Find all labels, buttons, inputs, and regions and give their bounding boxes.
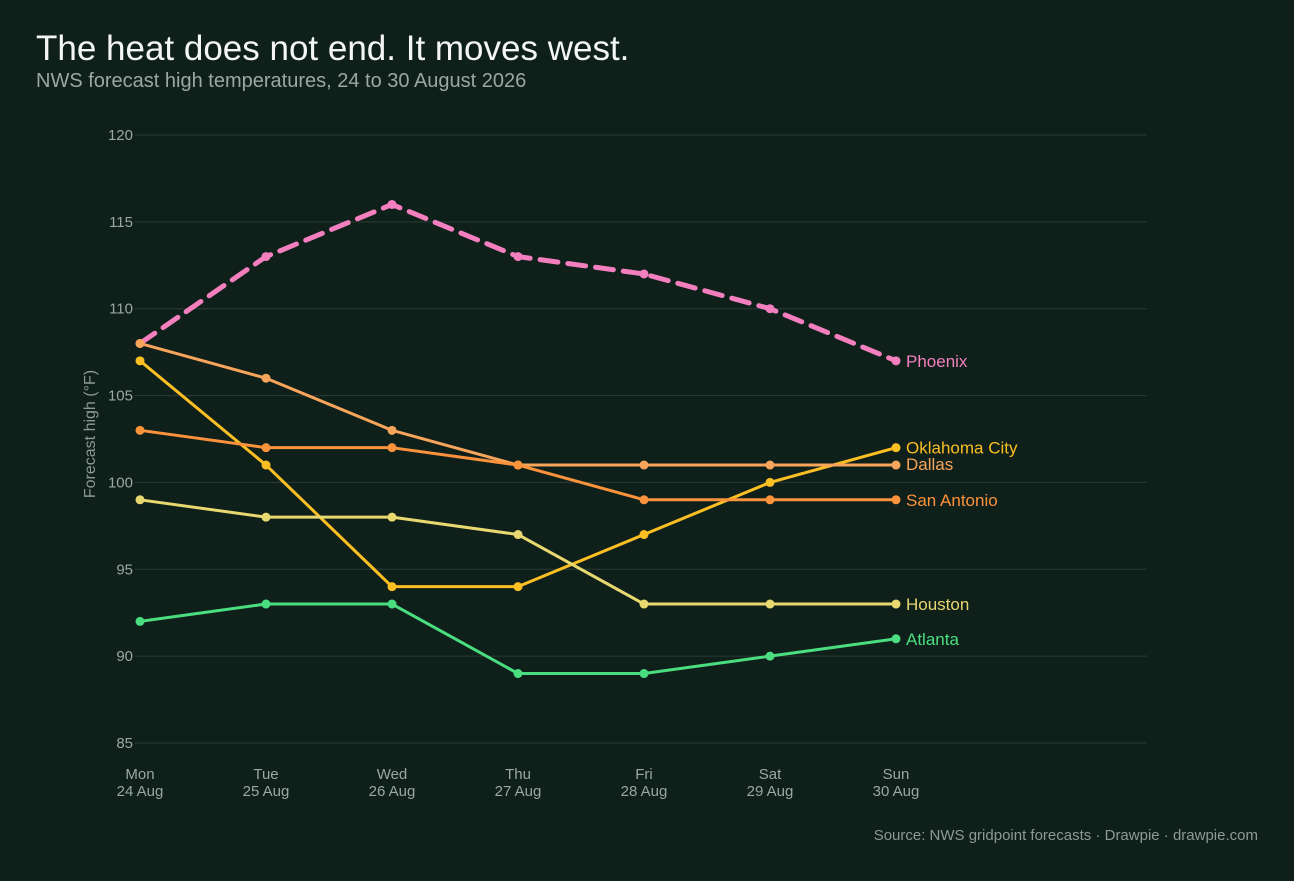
y-tick-label: 85 (116, 735, 133, 752)
x-tick-day: Wed (377, 766, 408, 783)
x-tick-day: Fri (635, 766, 653, 783)
series-line-oklahoma-city (138, 359, 898, 589)
data-point (513, 530, 523, 540)
series-label-phoenix: Phoenix (906, 352, 968, 371)
data-point (387, 599, 397, 609)
data-point (891, 599, 901, 609)
y-tick-label: 105 (108, 388, 133, 405)
data-point (261, 252, 271, 262)
x-tick-day: Tue (253, 766, 278, 783)
data-point (261, 512, 271, 522)
data-point (513, 460, 523, 470)
series-label-houston: Houston (906, 595, 969, 614)
x-tick-date: 29 Aug (747, 783, 794, 800)
data-point (639, 460, 649, 470)
data-point (639, 530, 649, 540)
data-point (765, 599, 775, 609)
data-point (513, 669, 523, 679)
data-point (891, 443, 901, 453)
x-tick-day: Thu (505, 766, 531, 783)
chart-title: The heat does not end. It moves west. (36, 29, 630, 68)
data-point (135, 616, 145, 626)
series-label-san-antonio: San Antonio (906, 491, 998, 510)
data-point (135, 356, 145, 366)
y-tick-label: 90 (116, 648, 133, 665)
series-atlanta (135, 599, 901, 679)
series-line-atlanta (138, 602, 898, 676)
series-houston (135, 495, 901, 609)
data-point (765, 651, 775, 661)
y-tick-label: 110 (109, 301, 133, 318)
data-point (135, 425, 145, 435)
data-point (639, 599, 649, 609)
data-point (387, 199, 397, 209)
data-point (765, 477, 775, 487)
x-tick-date: 25 Aug (243, 783, 290, 800)
series-line-phoenix (137, 201, 899, 364)
data-point (891, 460, 901, 470)
x-tick-date: 26 Aug (369, 783, 416, 800)
data-point (891, 495, 901, 505)
series-oklahoma-city (135, 356, 901, 592)
series-label-dallas: Dallas (906, 455, 953, 474)
y-tick-label: 115 (109, 214, 133, 231)
data-point (639, 669, 649, 679)
y-axis-title: Forecast high (°F) (82, 370, 99, 498)
data-point (513, 582, 523, 592)
data-point (135, 495, 145, 505)
series-dallas (135, 338, 901, 470)
y-axis-ticks: 85 90 95 100 105 110 115 120 (108, 127, 133, 752)
data-point (765, 460, 775, 470)
data-point (387, 443, 397, 453)
y-tick-label: 120 (108, 127, 133, 144)
source-note: Source: NWS gridpoint forecasts · Drawpi… (873, 827, 1258, 844)
data-point (135, 338, 145, 348)
series-lines (135, 199, 901, 679)
data-point (387, 582, 397, 592)
x-tick-day: Sat (759, 766, 782, 783)
y-tick-label: 95 (116, 561, 133, 578)
series-phoenix (135, 199, 901, 366)
data-point (261, 460, 271, 470)
data-point (261, 373, 271, 383)
data-point (891, 634, 901, 644)
data-point (765, 304, 775, 314)
x-tick-day: Sun (883, 766, 910, 783)
series-label-oklahoma-city: Oklahoma City (906, 439, 1018, 458)
data-point (513, 252, 523, 262)
data-point (261, 599, 271, 609)
data-point (639, 269, 649, 279)
series-label-atlanta: Atlanta (906, 630, 959, 649)
x-tick-day: Mon (125, 766, 154, 783)
x-tick-date: 30 Aug (873, 783, 920, 800)
gridlines (135, 134, 1147, 744)
data-point (387, 512, 397, 522)
data-point (261, 443, 271, 453)
chart-subtitle: NWS forecast high temperatures, 24 to 30… (36, 70, 527, 92)
data-point (891, 356, 901, 366)
data-point (765, 495, 775, 505)
data-point (387, 425, 397, 435)
x-tick-date: 27 Aug (495, 783, 542, 800)
x-tick-date: 24 Aug (117, 783, 164, 800)
x-tick-date: 28 Aug (621, 783, 668, 800)
series-san-antonio (135, 425, 901, 505)
y-tick-label: 100 (108, 474, 133, 491)
data-point (639, 495, 649, 505)
